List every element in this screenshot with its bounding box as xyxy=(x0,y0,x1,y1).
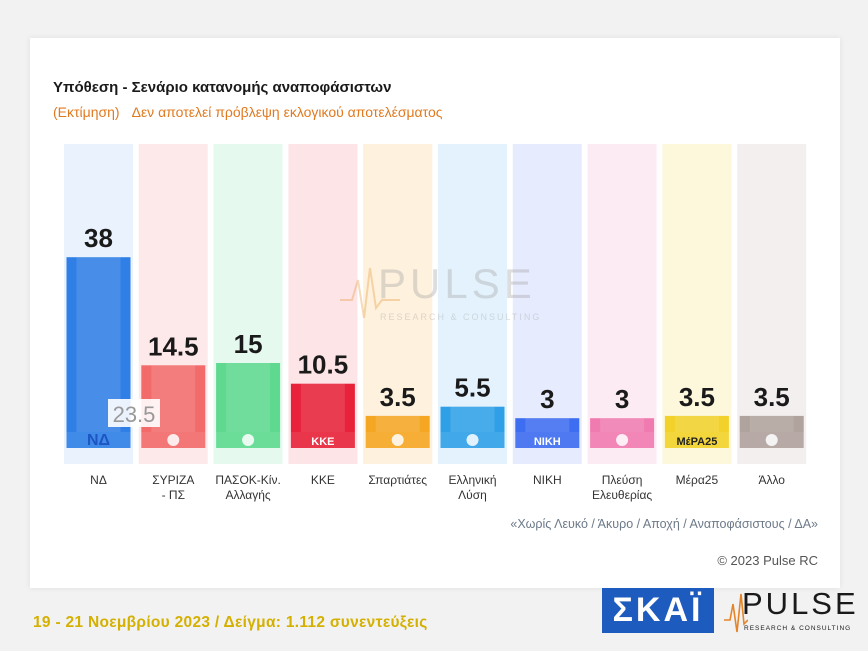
chart-subtitle: (Εκτίμηση) Δεν αποτελεί πρόβλεψη εκλογικο… xyxy=(53,104,443,120)
bar-highlight xyxy=(600,418,645,432)
inner-annotation-bg xyxy=(108,399,160,427)
party-logo-icon: ΝΙΚΗ xyxy=(534,436,561,448)
bar xyxy=(440,406,505,432)
category-label: Άλλο xyxy=(758,473,785,487)
party-logo-strip xyxy=(66,432,131,448)
survey-info: 19 - 21 Νοεμβρίου 2023 / Δείγμα: 1.112 σ… xyxy=(33,614,428,631)
data-label: 14.5 xyxy=(148,331,199,361)
category-label: Μέρα25 xyxy=(676,473,719,487)
data-label: 15 xyxy=(234,329,263,359)
category-label: Λύση xyxy=(458,488,487,502)
party-logo-icon xyxy=(466,434,479,446)
category-label: ΠΑΣΟΚ-Κίν. xyxy=(215,473,280,487)
data-label: 3 xyxy=(540,384,554,414)
data-label: 3.5 xyxy=(380,382,416,412)
party-logo-icon: ΚΚΕ xyxy=(311,436,334,448)
bar xyxy=(290,383,355,432)
bar-column-bg xyxy=(512,144,582,464)
pulse-watermark: PULSE RESEARCH & CONSULTING xyxy=(340,260,540,330)
party-logo-icon xyxy=(242,434,255,446)
data-label: 3.5 xyxy=(679,382,715,412)
bar xyxy=(590,418,655,432)
subtitle-estimate: (Εκτίμηση) xyxy=(53,104,120,120)
copyright: © 2023 Pulse RC xyxy=(717,553,818,568)
party-logo-icon xyxy=(167,434,180,446)
bar-column-bg xyxy=(662,144,732,464)
data-label: 38 xyxy=(84,223,113,253)
party-logo-strip xyxy=(664,432,729,448)
data-label: 3 xyxy=(615,384,629,414)
chart-title: Υπόθεση - Σενάριο κατανομής αναποφάσιστω… xyxy=(53,79,392,96)
pulse-logo: PULSE RESEARCH & CONSULTING xyxy=(724,586,856,638)
party-logo-icon: ΜέΡΑ25 xyxy=(676,436,717,448)
subtitle-note: Δεν αποτελεί πρόβλεψη εκλογικού αποτελέσ… xyxy=(131,104,443,120)
data-label: 3.5 xyxy=(754,382,790,412)
category-label: ΝΙΚΗ xyxy=(533,473,562,487)
pulse-logo-wave-icon xyxy=(724,593,748,633)
category-label: Ελευθερίας xyxy=(592,488,652,502)
bar xyxy=(664,415,729,432)
bar xyxy=(515,418,580,432)
category-label: Αλλαγής xyxy=(225,488,270,502)
bar-column-bg xyxy=(737,144,807,464)
bar-highlight xyxy=(525,418,570,432)
party-logo-icon: ΝΔ xyxy=(87,432,110,449)
bar-highlight xyxy=(450,406,495,432)
party-logo-icon xyxy=(616,434,629,446)
party-logo-icon xyxy=(391,434,404,446)
category-label: - ΠΣ xyxy=(162,488,185,502)
category-label: ΣΥΡΙΖΑ xyxy=(152,473,194,487)
bar xyxy=(739,415,804,432)
bar-highlight xyxy=(749,415,794,432)
footnote: «Χωρίς Λευκό / Άκυρο / Αποχή / Αναποφάσι… xyxy=(510,517,818,531)
category-label: Σπαρτιάτες xyxy=(368,473,427,487)
party-logo-icon xyxy=(765,434,778,446)
category-label: Ελληνική xyxy=(448,473,496,487)
bar-column-bg xyxy=(587,144,657,464)
category-label: ΚΚΕ xyxy=(311,473,335,487)
bar-highlight xyxy=(375,415,420,432)
data-label: 10.5 xyxy=(298,350,349,380)
pulse-wave-icon xyxy=(340,267,400,319)
bar xyxy=(365,415,430,432)
bar-column-bg xyxy=(363,144,433,464)
bar-highlight xyxy=(300,383,345,432)
skai-logo: ΣΚΑΪ xyxy=(602,588,714,633)
inner-annotation-label: 23.5 xyxy=(113,402,156,427)
party-logo-strip xyxy=(515,432,580,448)
data-label: 5.5 xyxy=(454,373,490,403)
category-label: Πλεύση xyxy=(602,473,643,487)
watermark-sub: RESEARCH & CONSULTING xyxy=(380,312,542,322)
category-label: ΝΔ xyxy=(90,473,107,487)
pulse-logo-word: PULSE xyxy=(742,586,859,621)
watermark-word: PULSE xyxy=(378,260,536,307)
bar-highlight xyxy=(226,363,271,432)
pulse-logo-sub: RESEARCH & CONSULTING xyxy=(744,625,852,632)
bar xyxy=(216,363,281,432)
party-logo-strip xyxy=(290,432,355,448)
bar-highlight xyxy=(674,415,719,432)
